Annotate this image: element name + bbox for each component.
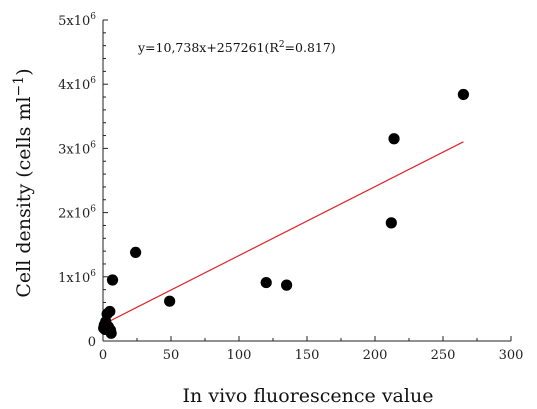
fit-line <box>102 141 464 326</box>
x-tick-label: 200 <box>363 348 388 363</box>
data-point <box>260 276 272 289</box>
data-point <box>106 274 119 286</box>
y-tick-label: 1x106 <box>58 269 96 286</box>
x-tick-label: 50 <box>163 348 180 363</box>
fit-equation: y=10,738x+257261(R2=0.817) <box>137 40 336 55</box>
x-axis-title: In vivo fluorescence value <box>183 385 434 407</box>
y-tick-label: 2x106 <box>58 205 96 222</box>
x-tick-label: 150 <box>295 348 320 363</box>
data-point <box>105 327 117 339</box>
x-tick-label: 250 <box>431 348 456 363</box>
tick-labels: 0 50 100 150 200 250 300 0 1x106 2x106 3x106 4x106 5… <box>58 12 523 363</box>
data-point <box>104 305 116 318</box>
data-point <box>281 279 293 291</box>
data-points <box>98 88 469 339</box>
data-point <box>388 133 400 145</box>
data-point <box>457 88 469 101</box>
y-tick-label: 5x106 <box>58 12 96 29</box>
data-point <box>130 246 142 259</box>
data-point <box>164 295 176 307</box>
x-tick-label: 0 <box>99 348 107 363</box>
x-tick-label: 300 <box>499 348 524 363</box>
data-point <box>385 217 397 229</box>
y-axis-title: Cell density (cells ml−1) <box>11 68 35 297</box>
y-tick-label: 0 <box>88 335 96 350</box>
y-tick-label: 4x106 <box>58 76 96 93</box>
tick-marks <box>102 19 512 342</box>
y-tick-label: 3x106 <box>58 140 96 157</box>
x-tick-label: 100 <box>227 348 252 363</box>
fit-line-layer <box>102 141 464 326</box>
